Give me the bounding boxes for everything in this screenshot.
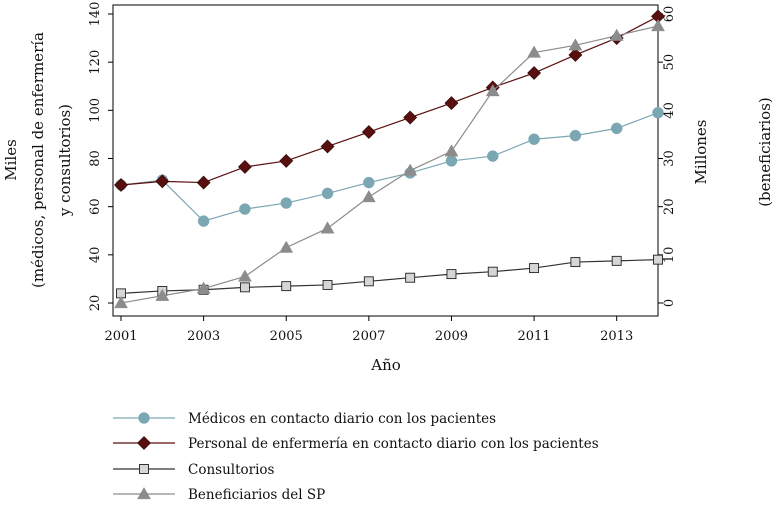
series-1-point [528,133,540,145]
series-3-point [239,282,250,293]
series-1-point [487,150,499,162]
y-right-tick-label: 30 [662,150,677,167]
series-3-point [611,255,622,266]
y-right-tick-label: 20 [662,198,677,215]
series-2-point [114,178,128,192]
series-3-point [446,269,457,280]
series-4-point [651,19,665,32]
y-left-tick-label: 20 [88,295,103,312]
series-line-1 [120,112,659,222]
series-1-point [652,106,664,119]
x-tick-label: 2011 [518,329,551,344]
y-left-tick-label: 140 [88,2,103,27]
plot-frame [112,4,659,317]
series-2-point [155,174,170,189]
y-right-tick-label: 60 [662,6,677,23]
series-4-point [568,38,583,51]
series-line-2 [120,15,659,186]
legend-label: Médicos en contacto diario con los pacie… [188,411,496,427]
series-3-point [405,272,416,283]
series-4-point [196,281,211,294]
series-4-point [403,163,418,176]
y-left-axis-title: Miles [2,139,20,181]
x-tick-label: 2007 [352,329,385,344]
y-left-tick-label: 40 [88,247,103,264]
y-right-axis-title: (beneficiarios) [756,97,774,207]
legend-label: Beneficiarios del SP [188,487,325,503]
series-2-point [403,110,418,125]
y-right-tick-label: 40 [662,102,677,119]
series-4-point [320,221,335,234]
series-1-point [321,187,334,200]
series-2-point [568,48,583,62]
legend-marker [137,436,151,450]
series-3-point [281,281,292,292]
series-line-3 [120,259,659,294]
y-left-tick-label: 100 [88,98,103,123]
series-2-point [279,153,294,168]
x-tick-label: 2001 [104,329,137,344]
y-left-tick-label: 120 [88,50,103,75]
x-tick-label: 2013 [600,329,633,344]
series-4-point [361,190,376,203]
x-tick-label: 2003 [187,329,220,344]
y-left-axis-title: (médicos, personal de enfermería [29,32,47,288]
series-4-point [485,84,500,97]
series-1-point [610,122,623,135]
series-3-point [570,257,581,268]
y-left-axis-title: y consultorios) [56,104,74,217]
series-line-4 [120,25,659,304]
series-4-point [279,240,294,253]
y-right-axis-title: Millones [692,119,710,184]
series-2-point [361,125,376,139]
series-2-point [444,96,459,111]
series-2-point [196,175,211,190]
series-2-point [237,160,252,174]
series-2-point [527,66,542,80]
series-1-point [197,215,210,227]
y-left-tick-label: 80 [88,150,103,167]
series-1-point [280,197,292,209]
x-tick-label: 2009 [435,329,468,344]
series-1-point [445,155,458,167]
series-4-point [114,295,128,309]
y-right-tick-label: 10 [662,247,677,264]
series-4-point [527,45,542,58]
series-1-point [569,129,582,142]
series-3-point [653,254,663,265]
series-4-point [609,28,624,41]
series-3-point [487,266,498,277]
y-left-tick-label: 60 [88,198,103,215]
series-3-point [322,279,333,290]
series-1-point [363,176,375,189]
legend-label: Consultorios [188,462,275,478]
series-3-point [529,263,540,274]
legend-marker [138,412,150,424]
y-right-tick-label: 0 [662,299,677,307]
y-right-tick-label: 50 [662,54,677,71]
legend-marker [139,464,149,474]
legend-label: Personal de enfermería en contacto diari… [188,436,599,452]
series-4-point [444,144,459,157]
series-3-point [363,276,374,287]
series-2-point [320,139,335,154]
legend-marker [137,486,151,500]
x-axis-title: Año [370,356,401,374]
series-1-point [239,203,251,215]
series-4-point [155,288,170,301]
x-tick-label: 2005 [270,329,303,344]
series-4-point [237,269,252,282]
